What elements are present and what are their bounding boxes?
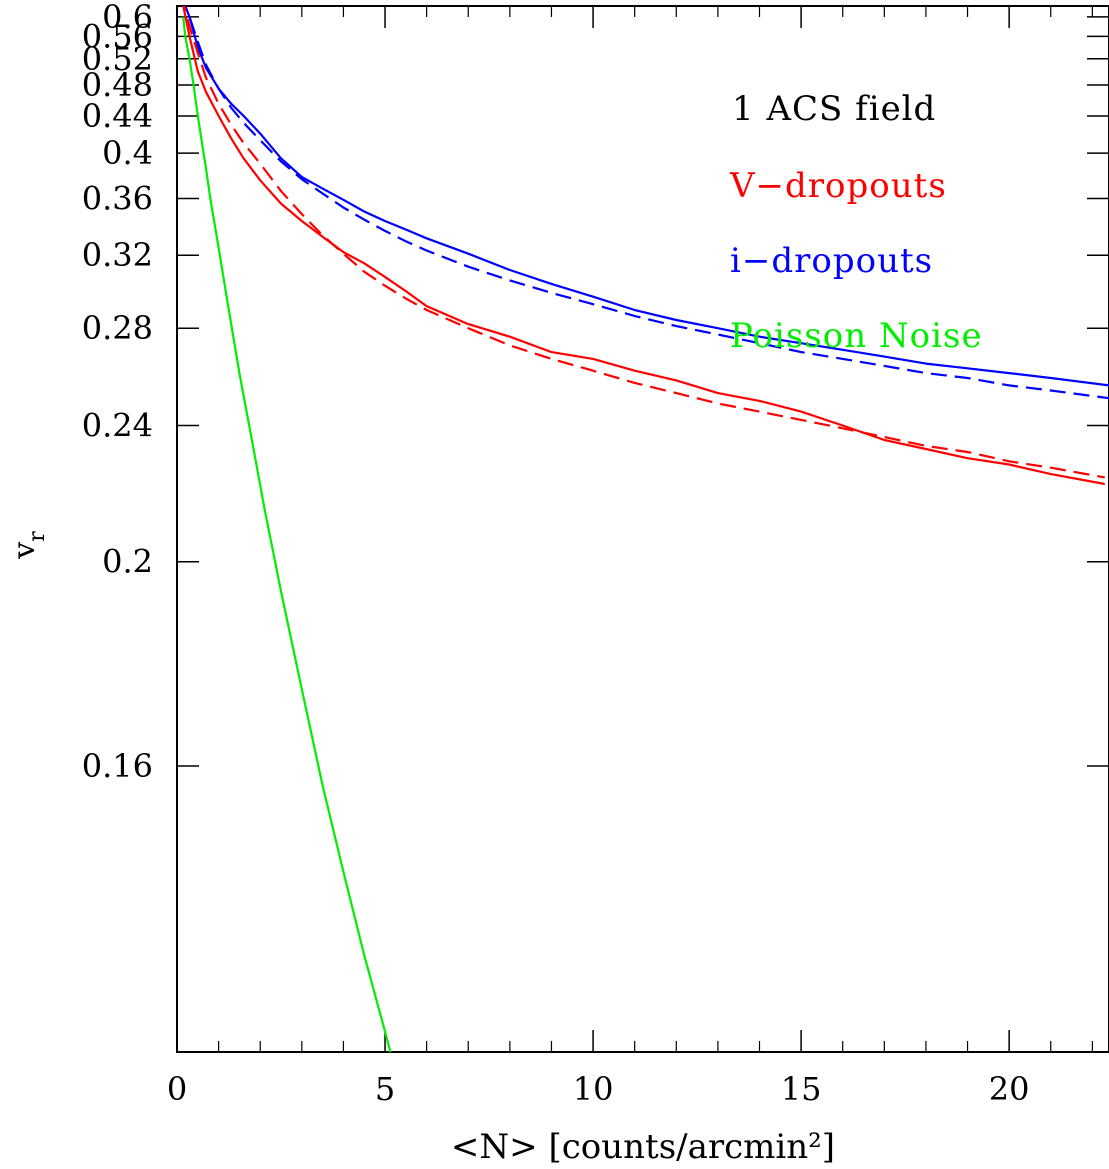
plot-frame <box>176 5 1109 1053</box>
y-tick-label: 0.28 <box>82 309 153 347</box>
y-tick-label: 0.24 <box>82 406 153 444</box>
x-tick-label: 5 <box>375 1070 395 1108</box>
legend-entry: V−dropouts <box>729 166 947 206</box>
axis-tick-labels: 0 5 10 15 200.160.20.240.280.320.360.40.440.… <box>82 0 1030 1108</box>
x-axis-label: <N> [counts/arcmin²] <box>451 1127 835 1167</box>
y-tick-label: 0.2 <box>102 543 153 581</box>
axis-ticks <box>176 6 1109 1052</box>
y-axis-label: vr <box>7 531 50 560</box>
legend-entry: Poisson Noise <box>730 316 983 356</box>
y-tick-label: 0.44 <box>82 97 153 135</box>
y-tick-label: 0.32 <box>82 236 153 274</box>
x-tick-label: 10 <box>573 1070 614 1108</box>
y-tick-label: 0.36 <box>82 179 153 217</box>
legend-entry: i−dropouts <box>730 241 933 281</box>
series-line-2 <box>182 6 1105 486</box>
series-line-3 <box>182 6 1105 479</box>
series-line-0 <box>184 6 1109 387</box>
y-tick-label: 0.52 <box>82 40 153 78</box>
legend: V−dropouts i−dropouts Poisson Noise <box>729 166 983 356</box>
y-tick-label: 0.56 <box>82 17 153 55</box>
x-tick-label: 20 <box>989 1070 1030 1108</box>
y-tick-label: 0.6 <box>102 0 153 36</box>
series-line-1 <box>184 6 1109 400</box>
y-tick-label: 0.48 <box>82 66 153 104</box>
y-tick-label: 0.16 <box>82 747 153 785</box>
x-tick-label: 0 <box>167 1070 187 1108</box>
x-tick-label: 15 <box>781 1070 822 1108</box>
series-line-4 <box>182 16 392 1052</box>
annotation-acs-field: 1 ACS field <box>732 89 936 129</box>
y-tick-label: 0.4 <box>102 134 153 172</box>
series-layer <box>182 6 1109 1052</box>
